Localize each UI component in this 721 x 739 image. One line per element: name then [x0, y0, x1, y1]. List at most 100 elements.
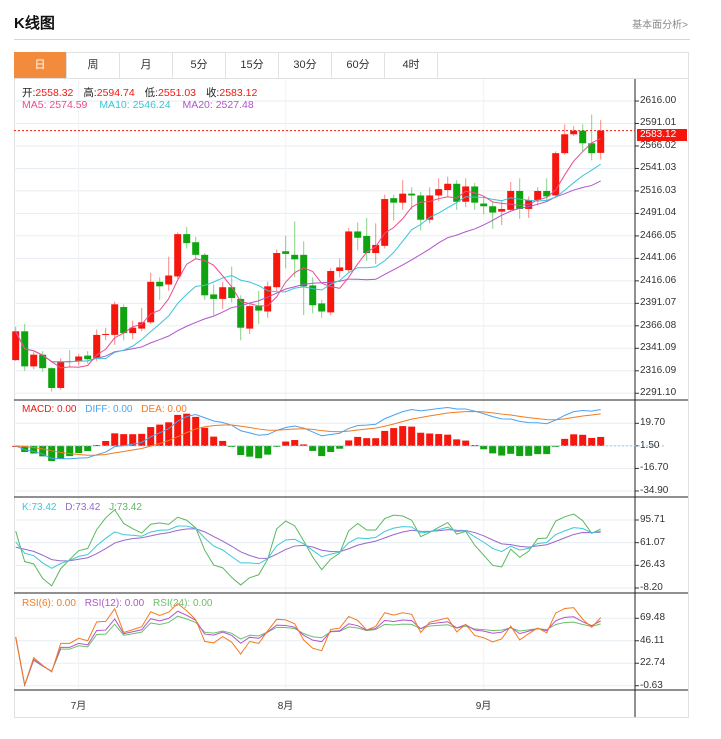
candle-body — [507, 190, 515, 210]
macd-bar — [201, 427, 209, 446]
tab-3[interactable]: 5分 — [173, 52, 226, 78]
candle-body — [219, 287, 227, 299]
macd-bar — [264, 445, 272, 455]
candle-body — [435, 189, 443, 196]
candle-body — [273, 253, 281, 288]
candle-body — [444, 183, 452, 191]
macd-bar — [570, 434, 578, 446]
macd-bar — [318, 445, 326, 457]
macd-bar — [111, 433, 119, 446]
x-axis-label: 9月 — [475, 701, 492, 712]
ma20-line — [15, 180, 601, 363]
axis-tick-label: 2291.10 — [640, 387, 677, 399]
macd-bar — [309, 445, 317, 451]
candle-body — [462, 186, 470, 202]
axis-tick-label: 2591.01 — [640, 117, 677, 129]
macd-bar — [345, 440, 353, 446]
candle-body — [408, 193, 416, 196]
dea-value: DEA: 0.00 — [141, 404, 187, 415]
macd-bar — [219, 440, 227, 446]
kdj-legend: K:73.42 D:73.42 J:73.42 — [22, 502, 142, 513]
ma10-line — [15, 163, 601, 363]
candle-body — [111, 304, 119, 335]
candle-body — [93, 334, 101, 359]
j-value: J:73.42 — [109, 502, 142, 513]
candle-body — [174, 234, 182, 277]
candle-body — [309, 285, 317, 306]
candle-body — [264, 286, 272, 312]
candle-body — [516, 190, 524, 209]
axis-tick-label: 2541.03 — [640, 162, 677, 174]
axis-tick-label: 2341.09 — [640, 342, 677, 354]
macd-bar — [588, 437, 596, 446]
candle-body — [246, 306, 254, 329]
ohlc-legend: 开:2558.32 高:2594.74 低:2551.03 收:2583.12 — [22, 85, 257, 100]
tab-6[interactable]: 60分 — [332, 52, 385, 78]
macd-bar — [102, 440, 110, 446]
macd-bar — [561, 438, 569, 446]
macd-bar — [273, 445, 281, 447]
axis-tick-label: 2491.04 — [640, 207, 677, 219]
close-label: 收: — [205, 87, 220, 99]
ma10-value: MA10: 2546.24 — [99, 99, 171, 111]
axis-tick-label: 22.74 — [640, 657, 666, 669]
macd-bar — [597, 436, 605, 446]
tab-5[interactable]: 30分 — [279, 52, 332, 78]
macd-bar — [408, 426, 416, 446]
candle-body — [237, 298, 245, 328]
macd-bar — [336, 445, 344, 449]
macd-bar — [66, 445, 74, 457]
tab-2[interactable]: 月 — [120, 52, 173, 78]
candle-body — [300, 254, 308, 287]
candle-body — [372, 244, 380, 254]
dea-line — [15, 410, 601, 456]
macd-bar — [462, 440, 470, 446]
candle-body — [597, 130, 605, 153]
axis-tick-label: -8.20 — [640, 582, 663, 593]
candle-body — [354, 231, 362, 238]
candle-body — [363, 235, 371, 254]
macd-bar — [237, 445, 245, 456]
macd-bar — [498, 445, 506, 456]
open-label: 开: — [22, 87, 36, 99]
macd-bar — [489, 445, 497, 454]
candle-body — [12, 331, 20, 361]
macd-bar — [480, 445, 488, 450]
macd-bar — [525, 445, 533, 456]
macd-bar — [183, 413, 191, 446]
tab-1[interactable]: 周 — [67, 52, 120, 78]
axis-tick-label: 2416.06 — [640, 274, 677, 286]
candle-body — [201, 254, 209, 296]
axis-tick-label: 2616.00 — [640, 95, 677, 106]
candle-body — [534, 190, 542, 200]
rsi-legend: RSI(6): 0.00 RSI(12): 0.00 RSI(24): 0.00 — [22, 598, 212, 609]
last-price-tag: 2583.12 — [637, 129, 687, 141]
tab-4[interactable]: 15分 — [226, 52, 279, 78]
macd-bar — [534, 445, 542, 455]
candle-body — [147, 281, 155, 323]
candle-body — [426, 195, 434, 220]
macd-bar — [516, 445, 524, 457]
macd-bar — [93, 445, 101, 447]
tab-0[interactable]: 日 — [14, 52, 67, 78]
x-axis-label: 8月 — [277, 701, 294, 712]
axis-tick-label: 2516.03 — [640, 184, 677, 196]
tab-7[interactable]: 4时 — [385, 52, 438, 78]
candle-body — [579, 130, 587, 144]
rsi12-line — [15, 610, 601, 688]
candle-body — [84, 355, 92, 360]
axis-tick-label: 2466.05 — [640, 229, 677, 241]
macd-bar — [75, 445, 83, 454]
ma20-value: MA20: 2527.48 — [182, 99, 254, 111]
diff-value: DIFF: 0.00 — [85, 404, 133, 415]
candle-body — [399, 193, 407, 203]
axis-tick-label: 2566.02 — [640, 139, 677, 151]
diff-line — [15, 406, 601, 460]
candle-body — [228, 287, 236, 299]
rsi24-line — [15, 615, 601, 687]
macd-bar — [282, 441, 290, 446]
fundamental-analysis-link[interactable]: 基本面分析> — [632, 20, 688, 31]
macd-bar — [426, 433, 434, 446]
macd-bar — [417, 432, 425, 446]
candle-body — [318, 303, 326, 312]
